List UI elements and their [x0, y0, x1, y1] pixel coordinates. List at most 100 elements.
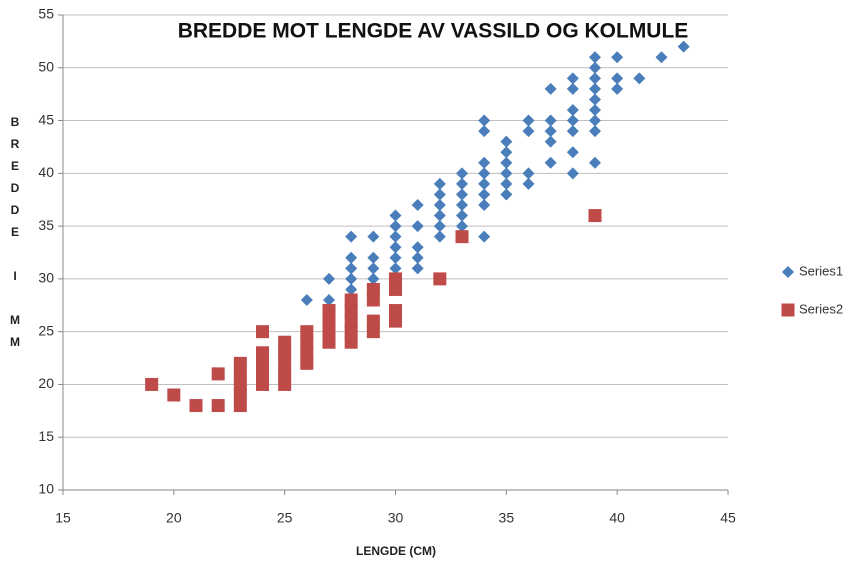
point	[278, 377, 292, 391]
point	[589, 156, 601, 169]
point	[522, 177, 535, 190]
point	[366, 293, 380, 307]
point	[256, 377, 269, 391]
point	[588, 209, 602, 223]
point	[456, 199, 468, 211]
point	[433, 220, 446, 233]
point	[233, 377, 247, 391]
point	[322, 314, 336, 328]
point	[544, 82, 557, 95]
y-tick-label: 20	[38, 375, 54, 391]
point	[233, 388, 247, 402]
point	[145, 377, 159, 391]
point	[566, 104, 579, 116]
point	[522, 114, 535, 127]
x-tick-label: 20	[166, 510, 182, 526]
point	[433, 209, 446, 222]
point	[611, 72, 624, 85]
point	[323, 272, 335, 285]
point	[322, 335, 336, 349]
point	[522, 125, 535, 138]
point	[478, 156, 491, 169]
point	[256, 346, 269, 360]
point	[500, 167, 513, 180]
point	[389, 251, 402, 264]
point	[566, 82, 579, 95]
point	[611, 82, 624, 95]
point	[456, 177, 468, 190]
point	[500, 188, 513, 201]
point	[455, 230, 469, 244]
x-tick-label: 35	[499, 510, 515, 526]
point	[367, 230, 380, 243]
point	[411, 199, 424, 211]
point	[655, 51, 668, 64]
point	[389, 304, 402, 318]
point	[456, 167, 468, 180]
point	[544, 114, 557, 127]
point	[500, 156, 513, 169]
point	[366, 314, 380, 328]
point	[366, 282, 380, 296]
point	[611, 51, 624, 64]
x-tick-label: 45	[720, 510, 736, 526]
point	[677, 40, 690, 53]
point	[167, 388, 181, 402]
legend-marker	[782, 266, 794, 278]
point	[322, 325, 336, 339]
y-tick-label: 15	[38, 428, 54, 444]
point	[589, 51, 601, 64]
point	[389, 220, 402, 233]
point	[233, 367, 247, 381]
point	[367, 272, 380, 285]
point	[500, 146, 513, 159]
point	[500, 177, 513, 190]
point	[367, 251, 380, 264]
x-axis-label: LENGDE (CM)	[356, 544, 436, 558]
point	[589, 125, 601, 138]
point	[389, 262, 402, 275]
point	[411, 262, 424, 275]
point	[433, 272, 447, 286]
point	[389, 314, 402, 328]
point	[478, 177, 491, 190]
point	[544, 125, 557, 138]
point	[189, 399, 203, 413]
point	[323, 294, 335, 306]
x-tick-label: 30	[388, 510, 404, 526]
point	[544, 156, 557, 169]
point	[278, 356, 292, 370]
point	[478, 199, 491, 211]
point	[345, 272, 358, 285]
point	[478, 167, 491, 180]
legend-label: Series2	[799, 301, 843, 316]
point	[522, 167, 535, 180]
point	[433, 188, 446, 201]
y-tick-label: 40	[38, 164, 54, 180]
point	[233, 356, 247, 370]
point	[500, 135, 513, 148]
point	[389, 282, 402, 296]
point	[478, 188, 491, 201]
legend-label: Series1	[799, 263, 843, 278]
point	[344, 325, 358, 339]
point	[456, 220, 468, 233]
point	[345, 251, 358, 264]
point	[300, 335, 314, 349]
point	[389, 241, 402, 254]
point	[566, 125, 579, 138]
y-tick-label: 25	[38, 322, 54, 338]
point	[566, 72, 579, 85]
y-tick-label: 30	[38, 270, 54, 286]
point	[344, 335, 358, 349]
point	[345, 262, 358, 275]
point	[345, 230, 358, 243]
point	[566, 146, 579, 159]
point	[389, 272, 402, 286]
point	[367, 262, 380, 275]
point	[300, 294, 313, 306]
point	[345, 283, 358, 296]
point	[366, 325, 380, 339]
y-tick-label: 10	[38, 481, 54, 497]
